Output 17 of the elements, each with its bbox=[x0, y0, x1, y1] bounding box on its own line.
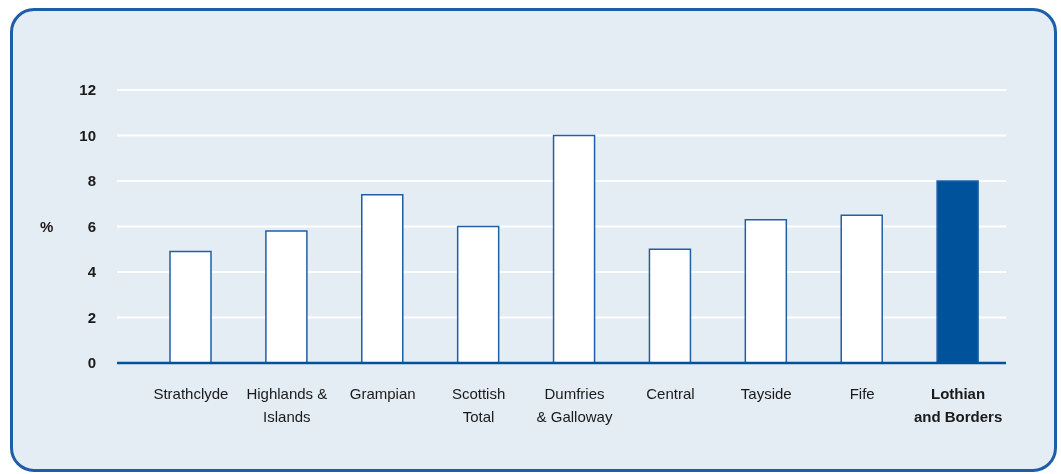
x-tick-label: Strathclyde bbox=[153, 385, 229, 402]
x-tick-label: Tayside bbox=[740, 385, 792, 402]
x-tick-label: Highlands & Islands bbox=[246, 385, 328, 425]
x-tick-label: Central bbox=[646, 385, 695, 402]
y-tick-label: 10 bbox=[79, 126, 96, 144]
y-tick-label: 4 bbox=[87, 263, 97, 281]
x-tick-label: Fife bbox=[849, 385, 875, 402]
x-tick-label: Grampian bbox=[349, 385, 416, 402]
x-tick-label: Lothian and Borders bbox=[913, 385, 1003, 425]
y-tick-label: 8 bbox=[87, 172, 96, 190]
x-tick-label: Dumfries & Galloway bbox=[536, 385, 613, 425]
y-tick-label: 2 bbox=[87, 308, 96, 326]
y-axis-title: % bbox=[40, 217, 54, 235]
y-tick-label: 12 bbox=[79, 81, 96, 99]
y-tick-label: 6 bbox=[87, 217, 96, 235]
y-tick-label: 0 bbox=[87, 354, 96, 372]
x-tick-label: Scottish Total bbox=[451, 385, 506, 425]
